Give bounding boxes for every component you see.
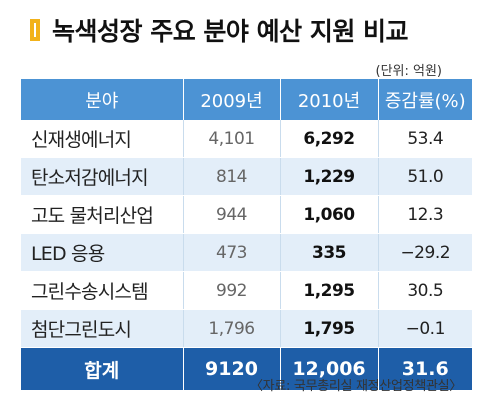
row-rate: 30.5 xyxy=(377,271,472,310)
row-rate: 53.4 xyxy=(377,120,472,158)
title-row: 녹색성장 주요 분야 예산 지원 비교 xyxy=(30,12,409,48)
table-row: 탄소저감에너지 814 1,229 51.0 xyxy=(21,157,472,196)
row-name: 신재생에너지 xyxy=(21,120,183,158)
row-rate: 12.3 xyxy=(377,195,472,234)
row-name: 탄소저감에너지 xyxy=(21,157,183,196)
row-2010: 335 xyxy=(279,233,378,272)
table-row: 그린수송시스템 992 1,295 30.5 xyxy=(21,271,472,310)
total-row: 합계 9120 12,006 31.6 xyxy=(21,347,472,390)
row-2009: 992 xyxy=(182,271,280,310)
total-rate: 31.6 xyxy=(378,347,472,390)
row-2009: 944 xyxy=(182,195,280,234)
table-row: LED 응용 473 335 −29.2 xyxy=(21,233,472,272)
table-row: 고도 물처리산업 944 1,060 12.3 xyxy=(21,195,472,234)
header-field: 분야 xyxy=(21,79,184,120)
row-name: 첨단그린도시 xyxy=(21,309,183,348)
row-name: LED 응용 xyxy=(21,233,183,272)
row-2010: 6,292 xyxy=(279,120,378,158)
source-note: 〈자료: 국무총리실 재정산업정책관실〉 xyxy=(249,379,462,394)
page-title: 녹색성장 주요 분야 예산 지원 비교 xyxy=(52,17,409,46)
row-2009: 814 xyxy=(182,157,280,196)
row-2010: 1,229 xyxy=(279,157,378,196)
header-rate: 증감률(%) xyxy=(378,79,472,120)
table-header-row: 분야 2009년 2010년 증감률(%) xyxy=(21,79,472,120)
row-2009: 473 xyxy=(182,233,280,272)
table-row: 첨단그린도시 1,796 1,795 −0.1 xyxy=(21,309,472,348)
header-2010: 2010년 xyxy=(280,79,379,120)
row-2009: 1,796 xyxy=(182,309,280,348)
row-name: 고도 물처리산업 xyxy=(21,195,183,234)
unit-note: (단위: 억원) xyxy=(375,64,443,79)
row-name: 그린수송시스템 xyxy=(21,271,183,310)
row-rate: 51.0 xyxy=(377,157,472,196)
header-2009: 2009년 xyxy=(183,79,281,120)
budget-table: 분야 2009년 2010년 증감률(%) 신재생에너지 4,101 6,292… xyxy=(21,79,472,390)
row-2010: 1,795 xyxy=(279,309,378,348)
total-2009: 9120 xyxy=(183,347,281,390)
title-marker-icon xyxy=(30,19,40,41)
row-2010: 1,060 xyxy=(279,195,378,234)
total-label: 합계 xyxy=(21,347,184,390)
row-rate: −29.2 xyxy=(377,233,472,272)
row-rate: −0.1 xyxy=(377,309,472,348)
table-row: 신재생에너지 4,101 6,292 53.4 xyxy=(21,120,472,158)
row-2009: 4,101 xyxy=(182,120,280,158)
row-2010: 1,295 xyxy=(279,271,378,310)
total-2010: 12,006 xyxy=(280,347,379,390)
